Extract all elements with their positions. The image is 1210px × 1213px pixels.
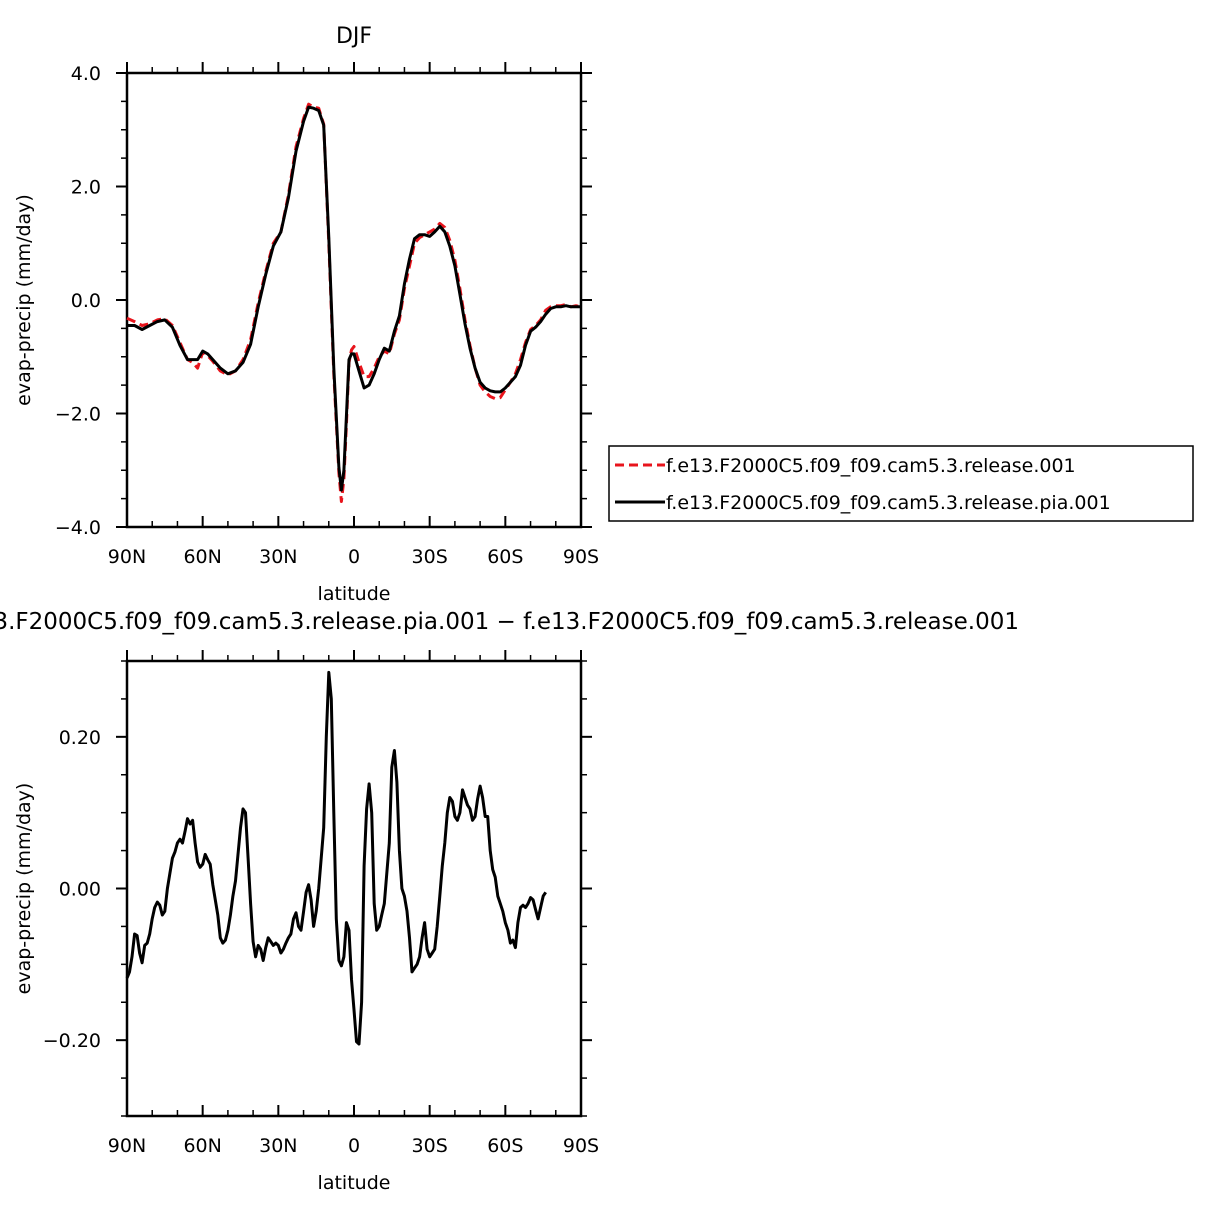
x-tick-label: 90S	[563, 546, 599, 568]
y-tick-label: −0.20	[43, 1030, 101, 1052]
y-tick-label: 0.00	[59, 879, 101, 901]
plot-frame	[125, 659, 583, 1118]
x-tick-label: 0	[348, 546, 360, 568]
chart-title: f.e13.F2000C5.f09_f09.cam5.3.release.pia…	[0, 609, 1019, 635]
series-line-1	[127, 105, 581, 492]
y-tick-label: 4.0	[71, 63, 101, 85]
y-tick-label: −2.0	[55, 404, 101, 426]
y-axis-label: evap-precip (mm/day)	[13, 783, 35, 995]
y-tick-label: 0.0	[71, 290, 101, 312]
x-axis-label: latitude	[318, 1172, 391, 1194]
legend-label-0: f.e13.F2000C5.f09_f09.cam5.3.release.001	[666, 455, 1076, 477]
x-tick-label: 30N	[259, 546, 297, 568]
y-axis-label: evap-precip (mm/day)	[13, 194, 35, 406]
x-tick-label: 60S	[487, 1135, 523, 1157]
y-tick-label: 0.20	[59, 727, 101, 749]
x-tick-label: 90N	[108, 546, 146, 568]
x-tick-label: 60S	[487, 546, 523, 568]
x-tick-label: 60N	[183, 546, 221, 568]
top-panel-djf: DJF 90N 60N 30N 0 30S 60S 90S 4.0 2.0 0.0 −2.0 −4.0 l…	[13, 24, 599, 605]
legend: f.e13.F2000C5.f09_f09.cam5.3.release.001…	[608, 445, 1194, 522]
y-tick-label: −4.0	[55, 517, 101, 539]
legend-box	[608, 445, 1194, 522]
y-tick-label: 2.0	[71, 177, 101, 199]
x-tick-label: 0	[348, 1135, 360, 1157]
x-tick-label: 60N	[183, 1135, 221, 1157]
x-axis-label: latitude	[318, 583, 391, 605]
x-tick-label: 90S	[563, 1135, 599, 1157]
series-line-0	[125, 670, 547, 1046]
bottom-panel-difference: f.e13.F2000C5.f09_f09.cam5.3.release.pia…	[0, 609, 1019, 1194]
x-tick-label: 30S	[412, 546, 448, 568]
chart-title: DJF	[336, 24, 372, 49]
x-tick-label: 30S	[412, 1135, 448, 1157]
plot-frame	[125, 71, 583, 529]
x-tick-label: 30N	[259, 1135, 297, 1157]
series-line-0	[126, 102, 582, 503]
legend-label-1: f.e13.F2000C5.f09_f09.cam5.3.release.pia…	[666, 492, 1111, 514]
x-tick-label: 90N	[108, 1135, 146, 1157]
